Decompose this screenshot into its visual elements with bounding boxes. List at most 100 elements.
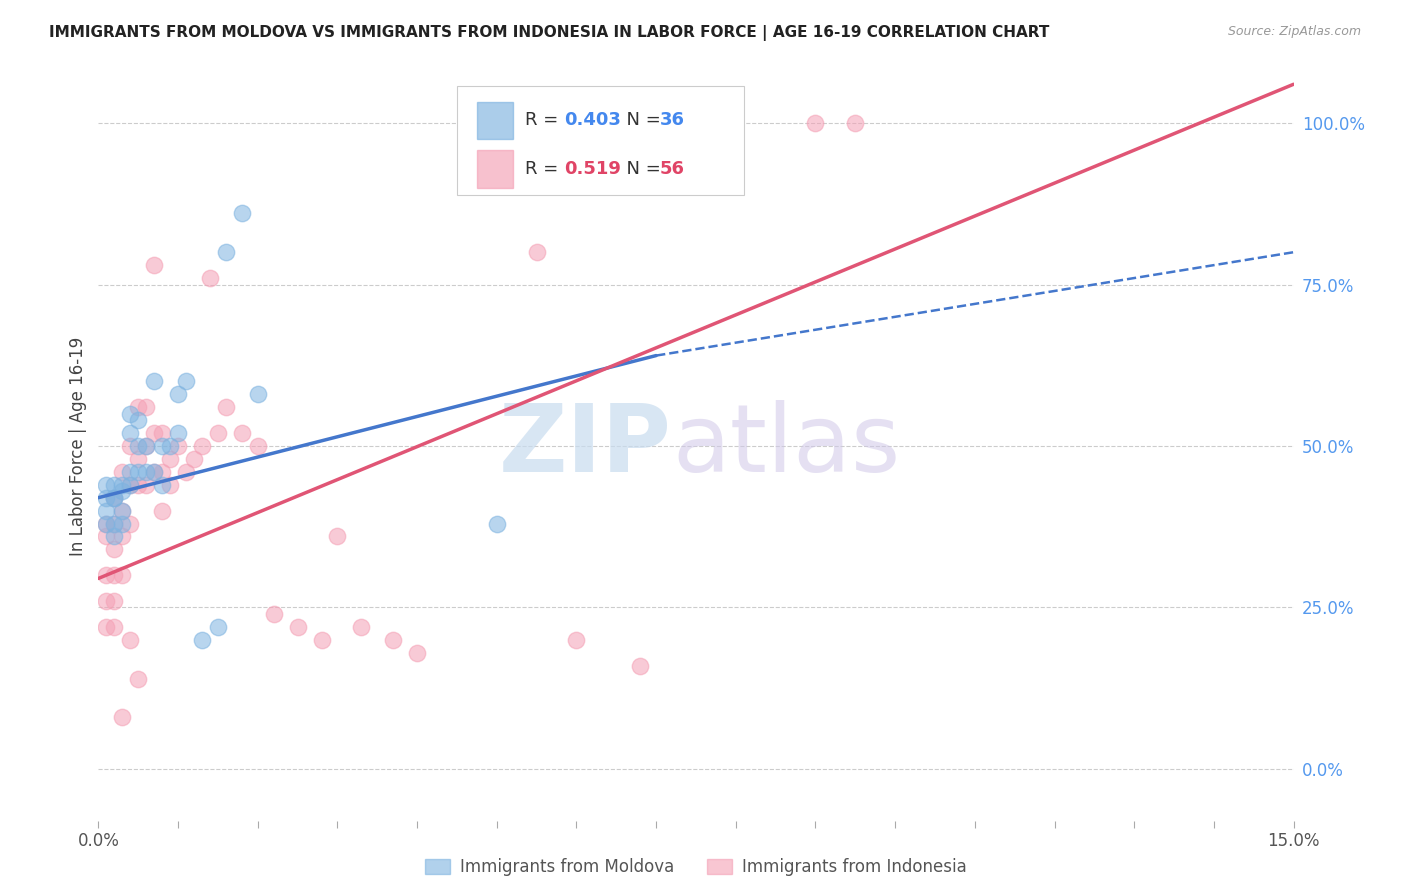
Point bbox=[96, 477, 118, 491]
FancyBboxPatch shape bbox=[477, 150, 513, 187]
Point bbox=[96, 568, 118, 582]
Point bbox=[183, 451, 205, 466]
Point bbox=[135, 439, 157, 453]
Point bbox=[628, 658, 651, 673]
Point bbox=[246, 439, 269, 453]
Point bbox=[120, 632, 142, 647]
Point bbox=[111, 568, 134, 582]
Point bbox=[159, 477, 181, 491]
Point bbox=[804, 116, 827, 130]
Point bbox=[159, 439, 181, 453]
Point bbox=[96, 620, 118, 634]
Point bbox=[526, 245, 548, 260]
Point bbox=[150, 426, 173, 441]
Point bbox=[263, 607, 285, 621]
Point bbox=[326, 529, 349, 543]
Point bbox=[127, 477, 149, 491]
Text: 0.403: 0.403 bbox=[565, 112, 621, 129]
Point bbox=[103, 491, 125, 505]
Text: ZIP: ZIP bbox=[499, 400, 672, 492]
FancyBboxPatch shape bbox=[457, 87, 744, 195]
Point bbox=[111, 503, 134, 517]
Point bbox=[120, 477, 142, 491]
Text: R =: R = bbox=[524, 160, 564, 178]
Point bbox=[150, 503, 173, 517]
Point bbox=[103, 477, 125, 491]
Point bbox=[103, 529, 125, 543]
Point bbox=[96, 594, 118, 608]
Point bbox=[191, 632, 214, 647]
Point bbox=[103, 542, 125, 557]
Point bbox=[103, 516, 125, 531]
Point bbox=[111, 710, 134, 724]
Point bbox=[127, 413, 149, 427]
Point bbox=[198, 271, 221, 285]
Point bbox=[111, 465, 134, 479]
Point bbox=[215, 401, 238, 415]
Point bbox=[96, 529, 118, 543]
Point bbox=[127, 465, 149, 479]
Point bbox=[143, 465, 166, 479]
Point bbox=[135, 465, 157, 479]
Point bbox=[565, 632, 588, 647]
Point bbox=[350, 620, 373, 634]
Point bbox=[127, 401, 149, 415]
Point bbox=[96, 503, 118, 517]
Point bbox=[246, 387, 269, 401]
Point bbox=[159, 451, 181, 466]
Text: atlas: atlas bbox=[672, 400, 900, 492]
Point bbox=[143, 375, 166, 389]
Point bbox=[231, 206, 253, 220]
Point bbox=[111, 529, 134, 543]
Point bbox=[120, 465, 142, 479]
Point bbox=[96, 516, 118, 531]
Text: N =: N = bbox=[614, 160, 666, 178]
Text: IMMIGRANTS FROM MOLDOVA VS IMMIGRANTS FROM INDONESIA IN LABOR FORCE | AGE 16-19 : IMMIGRANTS FROM MOLDOVA VS IMMIGRANTS FR… bbox=[49, 25, 1050, 41]
Point bbox=[96, 516, 118, 531]
Point bbox=[135, 401, 157, 415]
Point bbox=[127, 672, 149, 686]
Point bbox=[103, 620, 125, 634]
Point bbox=[111, 516, 134, 531]
Point bbox=[167, 387, 190, 401]
Point bbox=[120, 439, 142, 453]
Point bbox=[103, 568, 125, 582]
Point bbox=[120, 516, 142, 531]
Point bbox=[207, 426, 229, 441]
Text: R =: R = bbox=[524, 112, 564, 129]
Point bbox=[207, 620, 229, 634]
Point bbox=[174, 375, 197, 389]
Point bbox=[150, 477, 173, 491]
Point bbox=[103, 516, 125, 531]
Point bbox=[287, 620, 309, 634]
Point bbox=[135, 477, 157, 491]
Point bbox=[103, 491, 125, 505]
Point bbox=[231, 426, 253, 441]
Text: 0.519: 0.519 bbox=[565, 160, 621, 178]
Point bbox=[150, 465, 173, 479]
Point bbox=[111, 484, 134, 499]
Text: 36: 36 bbox=[661, 112, 685, 129]
Point bbox=[143, 426, 166, 441]
Point bbox=[191, 439, 214, 453]
Point bbox=[311, 632, 333, 647]
Point bbox=[127, 451, 149, 466]
Point bbox=[167, 426, 190, 441]
Point bbox=[485, 516, 508, 531]
Legend: Immigrants from Moldova, Immigrants from Indonesia: Immigrants from Moldova, Immigrants from… bbox=[425, 858, 967, 876]
Point bbox=[150, 439, 173, 453]
Y-axis label: In Labor Force | Age 16-19: In Labor Force | Age 16-19 bbox=[69, 336, 87, 556]
Point bbox=[844, 116, 866, 130]
Point bbox=[103, 594, 125, 608]
Point bbox=[167, 439, 190, 453]
Point bbox=[174, 465, 197, 479]
Point bbox=[103, 491, 125, 505]
Text: N =: N = bbox=[614, 112, 666, 129]
Point bbox=[120, 477, 142, 491]
Point bbox=[127, 439, 149, 453]
Point bbox=[96, 491, 118, 505]
Point bbox=[406, 646, 429, 660]
FancyBboxPatch shape bbox=[477, 102, 513, 139]
Text: 56: 56 bbox=[661, 160, 685, 178]
Point bbox=[120, 426, 142, 441]
